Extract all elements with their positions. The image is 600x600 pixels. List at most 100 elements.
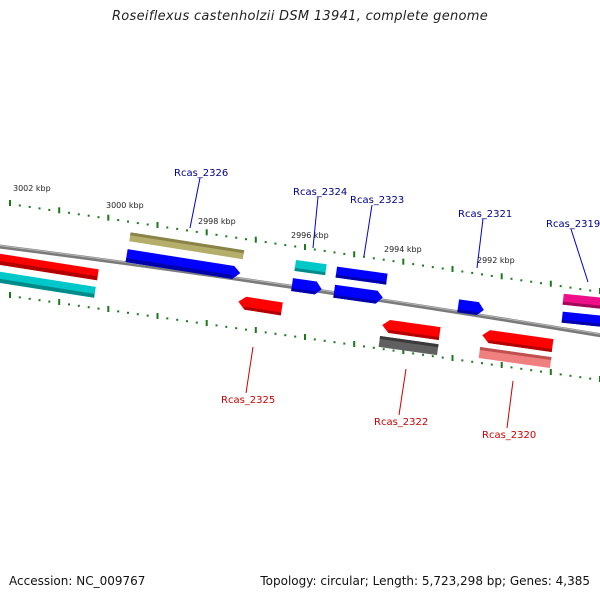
major-tick — [58, 207, 61, 214]
major-tick — [254, 327, 257, 333]
minor-tick — [490, 274, 493, 277]
minor-tick — [313, 248, 316, 251]
topology-text: Topology: circular; Length: 5,723,298 bp… — [260, 574, 590, 588]
minor-tick — [117, 310, 120, 313]
gene-label[interactable]: Rcas_2325 — [221, 395, 275, 406]
minor-tick — [127, 311, 129, 314]
gene-label[interactable]: Rcas_2324 — [293, 187, 347, 198]
gene-feature[interactable] — [333, 284, 383, 305]
major-tick — [107, 306, 110, 312]
minor-tick — [540, 282, 542, 285]
gene-feature[interactable] — [294, 259, 327, 276]
scale-label: 2994 kbp — [384, 245, 422, 254]
minor-tick — [38, 207, 41, 210]
gene-feature[interactable] — [291, 278, 323, 295]
minor-tick — [363, 345, 365, 348]
gene-label[interactable]: Rcas_2322 — [374, 417, 428, 428]
minor-tick — [117, 219, 120, 222]
callout-line — [570, 228, 589, 283]
gene-label[interactable]: Rcas_2326 — [174, 168, 228, 179]
minor-tick — [431, 355, 434, 358]
minor-tick — [481, 273, 483, 276]
minor-tick — [294, 335, 297, 338]
minor-tick — [146, 223, 149, 226]
major-tick — [205, 320, 208, 326]
major-tick — [304, 334, 306, 340]
minor-tick — [589, 377, 592, 380]
minor-tick — [274, 242, 277, 245]
minor-tick — [589, 289, 592, 292]
minor-tick — [215, 233, 218, 236]
minor-tick — [245, 328, 247, 331]
minor-tick — [559, 285, 562, 288]
gene-feature[interactable] — [237, 296, 283, 316]
minor-tick — [264, 241, 267, 244]
minor-tick — [569, 286, 572, 289]
minor-tick — [87, 306, 90, 309]
major-tick — [353, 251, 356, 258]
gene-feature[interactable] — [481, 329, 554, 352]
callout-line — [398, 368, 407, 416]
gene-feature[interactable] — [0, 270, 96, 298]
minor-tick — [520, 367, 523, 370]
major-tick — [402, 348, 405, 354]
minor-tick — [343, 252, 346, 255]
minor-tick — [77, 304, 80, 307]
minor-tick — [97, 216, 100, 219]
minor-tick — [323, 339, 326, 342]
major-tick — [549, 369, 552, 375]
gene-feature[interactable] — [562, 293, 600, 310]
minor-tick — [68, 211, 70, 214]
gene-feature[interactable] — [0, 252, 99, 281]
minor-tick — [48, 300, 51, 303]
gene-feature[interactable] — [129, 232, 245, 260]
minor-tick — [97, 307, 100, 310]
callout-line — [363, 204, 373, 257]
scale-label: 2996 kbp — [291, 231, 329, 240]
minor-tick — [48, 208, 51, 211]
gene-label[interactable]: Rcas_2323 — [350, 195, 404, 206]
minor-tick — [579, 376, 582, 379]
minor-tick — [431, 266, 434, 269]
minor-tick — [323, 249, 326, 252]
gene-feature[interactable] — [381, 319, 441, 340]
major-tick — [500, 273, 503, 280]
minor-tick — [195, 321, 198, 324]
gene-label[interactable]: Rcas_2319 — [546, 219, 600, 230]
minor-tick — [18, 204, 21, 207]
minor-tick — [422, 353, 424, 356]
minor-tick — [166, 226, 169, 229]
major-tick — [402, 258, 405, 265]
minor-tick — [412, 352, 415, 355]
major-tick — [9, 292, 11, 298]
minor-tick — [392, 349, 395, 352]
minor-tick — [372, 257, 375, 260]
minor-tick — [77, 213, 80, 216]
minor-tick — [530, 280, 533, 283]
minor-tick — [284, 334, 287, 337]
gene-feature[interactable] — [457, 299, 485, 316]
gene-label[interactable]: Rcas_2320 — [482, 430, 536, 441]
gene-feature[interactable] — [478, 347, 552, 368]
minor-tick — [225, 235, 228, 238]
minor-tick — [264, 331, 267, 334]
minor-tick — [235, 236, 238, 239]
major-tick — [304, 244, 306, 250]
major-tick — [58, 299, 61, 305]
gene-feature[interactable] — [561, 311, 600, 328]
minor-tick — [540, 370, 542, 373]
major-tick — [549, 280, 552, 287]
gene-feature[interactable] — [125, 249, 242, 280]
minor-tick — [28, 205, 31, 208]
minor-tick — [28, 297, 31, 300]
minor-tick — [520, 279, 523, 282]
minor-tick — [245, 238, 247, 241]
major-tick — [205, 229, 208, 236]
major-tick — [156, 313, 159, 319]
minor-tick — [559, 373, 562, 376]
minor-tick — [127, 220, 129, 223]
gene-feature[interactable] — [378, 336, 439, 356]
gene-feature[interactable] — [335, 266, 388, 285]
gene-label[interactable]: Rcas_2321 — [458, 209, 512, 220]
